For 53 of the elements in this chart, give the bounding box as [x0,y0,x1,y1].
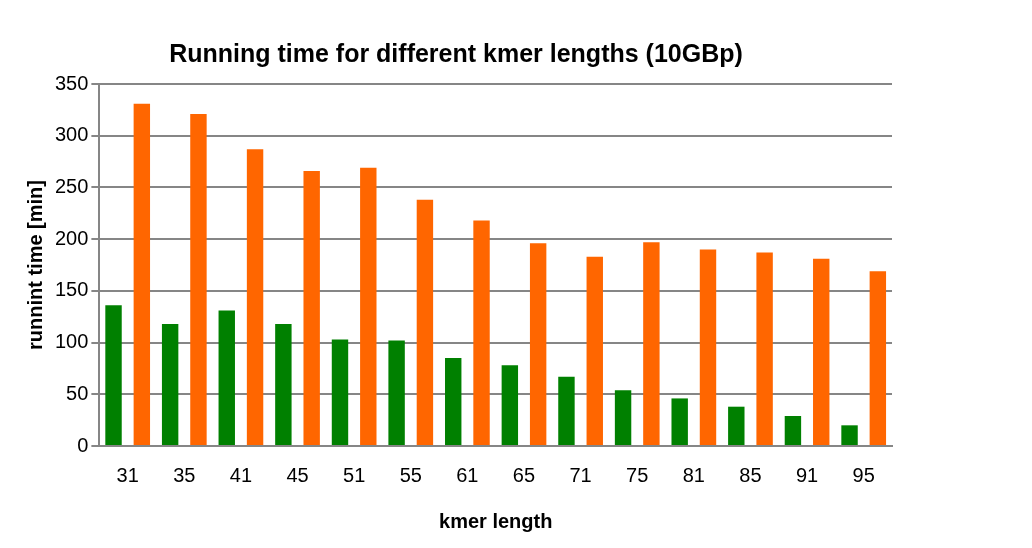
bar [303,170,320,445]
bar [813,258,830,445]
bar [416,199,434,445]
bar [699,249,717,445]
x-tick-label: 61 [456,463,479,486]
bar [218,310,235,445]
y-tick-label: 50 [66,381,89,404]
bar [246,149,264,445]
x-tick-label: 71 [569,463,592,486]
y-tick-label: 250 [54,174,89,197]
x-tick-label: 45 [286,463,309,486]
bar [105,305,122,445]
bar [784,416,802,445]
x-tick-label: 41 [229,463,253,486]
x-tick-label: 81 [682,463,705,486]
bar [841,425,858,445]
bar [190,113,207,445]
x-tick-label: 31 [116,463,139,486]
y-tick-label: 150 [54,278,89,301]
bar [161,323,179,445]
y-tick-label: 100 [54,330,89,353]
y-tick-label: 200 [54,226,89,249]
x-tick-label: 65 [512,463,536,486]
y-tick-label: 350 [54,71,89,94]
bar [501,365,519,445]
bar [671,398,688,445]
bar [388,340,405,445]
y-axis-title: runnint time [min] [23,180,46,350]
y-tick-label: 0 [77,433,89,456]
x-tick-label: 95 [852,463,875,486]
x-tick-label: 55 [399,463,422,486]
x-tick-label: 85 [739,463,762,486]
x-tick-label: 91 [795,463,819,486]
bar [643,242,660,445]
x-tick-label: 35 [173,463,196,486]
bar [529,243,547,445]
bar [360,167,377,445]
bar [586,256,603,445]
y-tick-label: 300 [54,123,89,146]
bar [869,271,887,445]
chart-title: Running time for different kmer lengths (10GBp) [169,38,743,67]
bar [756,252,773,445]
x-axis-title: kmer length [439,509,553,532]
bar [558,376,575,445]
bar [445,358,462,445]
bar [133,103,151,445]
x-tick-label: 75 [626,463,649,486]
bar [614,390,632,445]
x-tick-label: 51 [343,463,366,486]
bar [728,406,745,445]
bar [275,323,292,445]
bar [473,220,490,445]
bar [331,339,349,445]
